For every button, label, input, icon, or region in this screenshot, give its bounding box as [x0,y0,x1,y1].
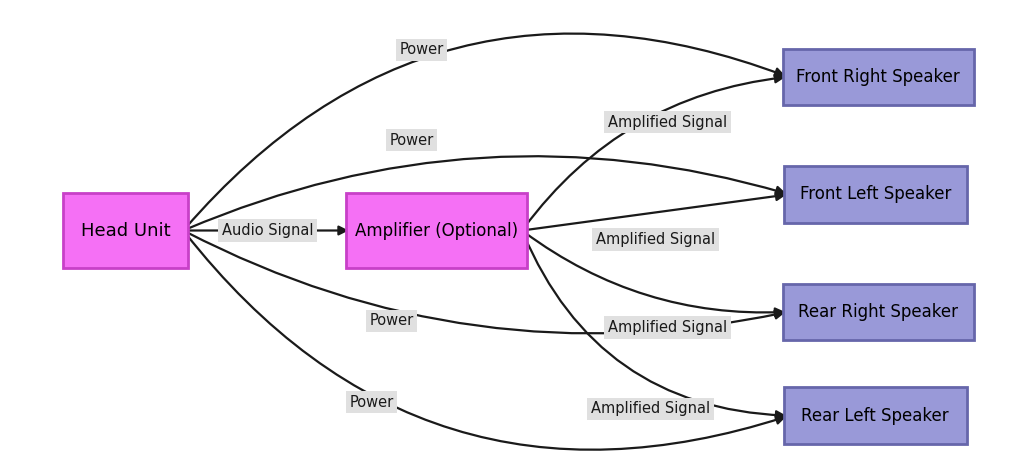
Text: Power: Power [370,313,414,328]
Text: Power: Power [389,133,434,148]
FancyBboxPatch shape [346,193,527,268]
Text: Amplified Signal: Amplified Signal [591,402,710,416]
Text: Rear Left Speaker: Rear Left Speaker [802,407,949,425]
Text: Power: Power [349,395,393,410]
Text: Amplified Signal: Amplified Signal [608,115,727,130]
Text: Front Left Speaker: Front Left Speaker [800,185,951,203]
FancyBboxPatch shape [784,388,967,444]
Text: Amplified Signal: Amplified Signal [596,232,715,247]
Text: Amplifier (Optional): Amplifier (Optional) [355,221,518,240]
FancyBboxPatch shape [783,49,974,105]
Text: Amplified Signal: Amplified Signal [608,320,727,335]
Text: Front Right Speaker: Front Right Speaker [797,68,961,86]
FancyBboxPatch shape [62,193,188,268]
FancyBboxPatch shape [784,166,967,223]
Text: Audio Signal: Audio Signal [221,223,313,238]
Text: Rear Right Speaker: Rear Right Speaker [799,303,958,321]
FancyBboxPatch shape [783,284,974,340]
Text: Head Unit: Head Unit [81,221,170,240]
Text: Power: Power [399,42,443,57]
